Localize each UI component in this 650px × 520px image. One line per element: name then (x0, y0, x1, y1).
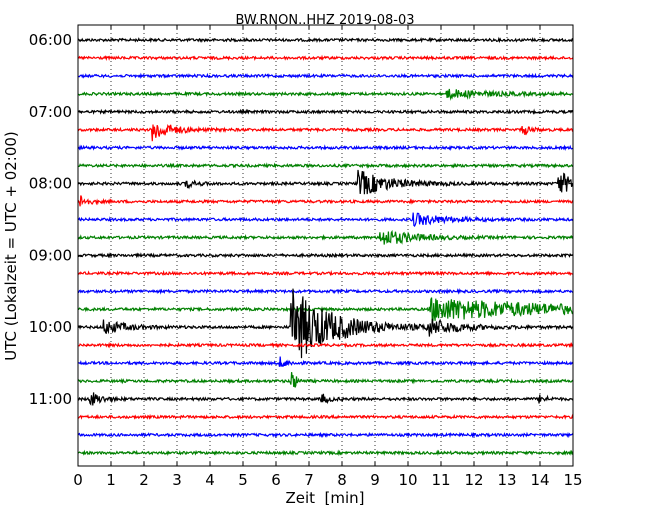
trace-line (77, 341, 574, 349)
y-tick-label: 11:00 (29, 390, 72, 408)
trace-line (77, 169, 574, 195)
x-tick-label: 3 (172, 471, 182, 489)
x-tick-label: 14 (530, 471, 549, 489)
trace-line (77, 288, 574, 359)
trace-line (77, 413, 574, 421)
trace-line (78, 54, 574, 62)
trace-line (77, 144, 574, 152)
trace-line (77, 124, 574, 142)
x-tick-label: 12 (464, 471, 483, 489)
y-tick-label: 10:00 (29, 318, 72, 336)
trace-line (78, 297, 574, 324)
trace-line (77, 269, 574, 277)
x-tick-label: 13 (497, 471, 516, 489)
trace-line (77, 108, 574, 116)
trace-line (77, 372, 574, 388)
x-tick-label: 15 (563, 471, 582, 489)
x-tick-label: 8 (337, 471, 347, 489)
x-tick-label: 0 (73, 471, 83, 489)
plot-frame (77, 24, 574, 467)
x-axis-ticks: 0 1 2 3 4 5 6 7 8 9 10 11 12 13 14 15 (73, 25, 583, 489)
y-axis-ticks: 06:00 07:00 08:00 09:00 10:00 11:00 (29, 31, 573, 408)
trace-line (77, 392, 574, 406)
trace-line (77, 212, 574, 227)
trace-line (77, 356, 574, 367)
trace-line (77, 72, 574, 80)
x-tick-label: 5 (238, 471, 248, 489)
trace-line (77, 88, 574, 101)
x-tick-label: 2 (139, 471, 149, 489)
trace-line (77, 288, 574, 295)
y-tick-label: 08:00 (29, 175, 72, 193)
trace-line (77, 229, 574, 245)
y-axis-label: UTC (Lokalzeit = UTC + 02:00) (2, 131, 20, 361)
x-tick-label: 4 (205, 471, 215, 489)
trace-line (77, 195, 574, 207)
grid-lines (110, 25, 541, 466)
trace-group (77, 36, 574, 457)
chart-title: BW.RNON..HHZ 2019-08-03 (235, 13, 414, 28)
x-tick-label: 6 (271, 471, 281, 489)
x-axis-label: Zeit [min] (285, 489, 364, 507)
y-tick-label: 06:00 (29, 31, 72, 49)
x-tick-label: 11 (431, 471, 450, 489)
y-tick-label: 07:00 (29, 103, 72, 121)
trace-line (77, 252, 574, 259)
x-tick-label: 7 (304, 471, 314, 489)
trace-line (77, 162, 574, 169)
trace-line (77, 36, 573, 44)
x-tick-label: 9 (370, 471, 380, 489)
x-tick-label: 1 (106, 471, 116, 489)
x-tick-label: 10 (398, 471, 417, 489)
trace-line (77, 449, 574, 457)
y-tick-label: 09:00 (29, 246, 72, 264)
trace-line (77, 431, 574, 439)
